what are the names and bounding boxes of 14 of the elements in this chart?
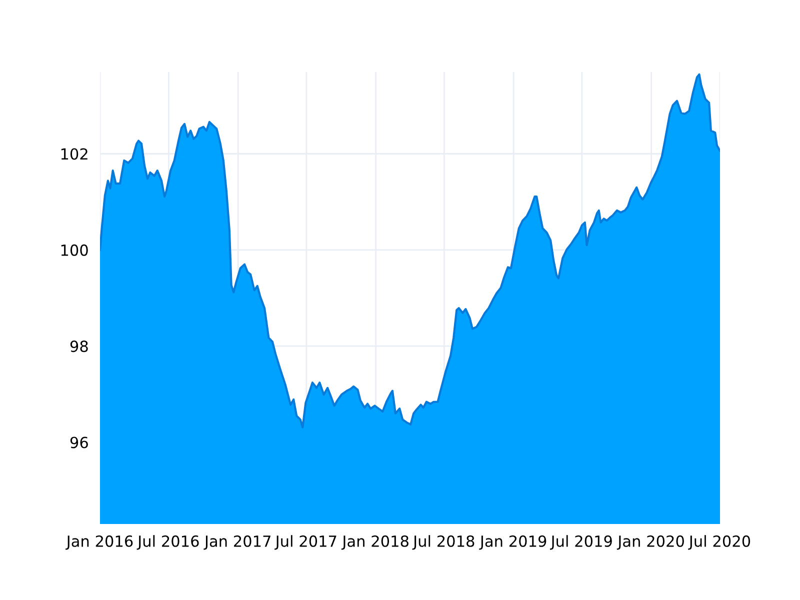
x-tick-label: Jul 2017 — [274, 535, 336, 550]
y-tick-label: 100 — [61, 244, 88, 256]
x-tick-label: Jan 2016 — [66, 535, 133, 550]
x-tick-label: Jul 2020 — [688, 535, 750, 550]
x-tick-label: Jan 2019 — [479, 535, 546, 550]
x-tick-label: Jul 2019 — [550, 535, 612, 550]
x-tick-label: Jan 2018 — [341, 535, 408, 550]
y-tick-label: 98 — [70, 340, 88, 352]
x-tick-label: Jul 2016 — [136, 535, 199, 550]
x-tick-label: Jul 2018 — [412, 535, 474, 550]
y-tick-label: 102 — [61, 148, 88, 160]
y-tick-label: 96 — [70, 436, 88, 448]
x-tick-label: Jan 2020 — [616, 535, 684, 550]
x-tick-label: Jan 2017 — [204, 535, 270, 550]
